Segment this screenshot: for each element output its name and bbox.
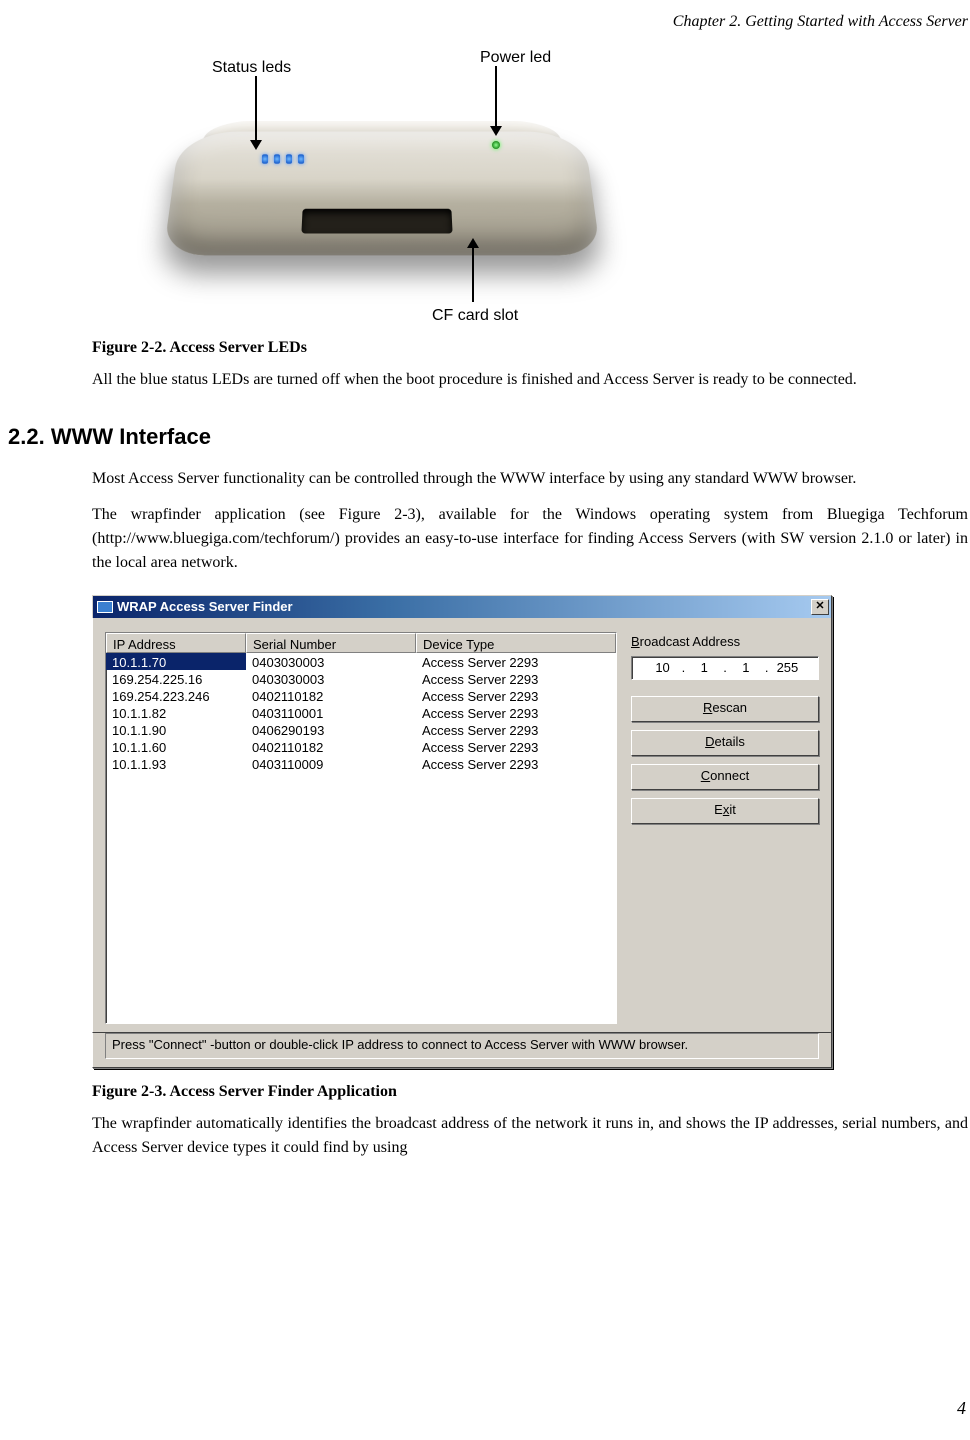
broadcast-ip-input[interactable]: 10. 1. 1. 255	[631, 656, 819, 680]
label-power-led: Power led	[480, 46, 551, 70]
wrap-finder-dialog: WRAP Access Server Finder ✕ IP Address S…	[92, 595, 832, 1068]
column-ip[interactable]: IP Address	[106, 633, 246, 653]
connect-button[interactable]: Connect	[631, 764, 819, 790]
section-number: 2.2.	[8, 424, 45, 449]
figure-2-2-caption: Figure 2-2. Access Server LEDs	[92, 336, 968, 360]
chapter-header: Chapter 2. Getting Started with Access S…	[0, 10, 968, 34]
exit-button[interactable]: Exit	[631, 798, 819, 824]
close-icon: ✕	[815, 600, 824, 612]
section-title: WWW Interface	[51, 424, 211, 449]
label-status-leds: Status leds	[212, 56, 291, 80]
table-row[interactable]: 10.1.1.70 0403030003 Access Server 2293	[106, 653, 616, 670]
section-heading-www: 2.2. WWW Interface	[8, 420, 970, 453]
paragraph-leds: All the blue status LEDs are turned off …	[92, 368, 968, 392]
details-button[interactable]: Details	[631, 730, 819, 756]
paragraph-wrapfinder: The wrapfinder automatically identifies …	[92, 1112, 968, 1160]
app-icon	[97, 601, 113, 613]
dialog-title: WRAP Access Server Finder	[117, 597, 293, 617]
broadcast-label: Broadcast Address	[631, 632, 819, 652]
table-row[interactable]: 10.1.1.60 0402110182 Access Server 2293	[106, 738, 616, 755]
label-cf-slot: CF card slot	[432, 304, 518, 328]
page-number: 4	[957, 1395, 966, 1422]
device-led-figure: Status leds Power led CF card slot	[142, 46, 642, 326]
dialog-titlebar[interactable]: WRAP Access Server Finder ✕	[92, 595, 832, 618]
column-serial[interactable]: Serial Number	[246, 633, 416, 653]
table-row[interactable]: 169.254.223.246 0402110182 Access Server…	[106, 687, 616, 704]
table-row[interactable]: 169.254.225.16 0403030003 Access Server …	[106, 670, 616, 687]
paragraph-www-1: Most Access Server functionality can be …	[92, 467, 968, 491]
paragraph-www-2: The wrapfinder application (see Figure 2…	[92, 503, 968, 575]
table-row[interactable]: 10.1.1.90 0406290193 Access Server 2293	[106, 721, 616, 738]
server-listview[interactable]: IP Address Serial Number Device Type 10.…	[105, 632, 617, 1024]
close-button[interactable]: ✕	[811, 599, 829, 615]
figure-2-3-caption: Figure 2-3. Access Server Finder Applica…	[92, 1080, 968, 1104]
column-devicetype[interactable]: Device Type	[416, 633, 616, 653]
table-row[interactable]: 10.1.1.82 0403110001 Access Server 2293	[106, 704, 616, 721]
rescan-button[interactable]: Rescan	[631, 696, 819, 722]
status-bar: Press "Connect" -button or double-click …	[105, 1033, 819, 1059]
table-row[interactable]: 10.1.1.93 0403110009 Access Server 2293	[106, 755, 616, 772]
